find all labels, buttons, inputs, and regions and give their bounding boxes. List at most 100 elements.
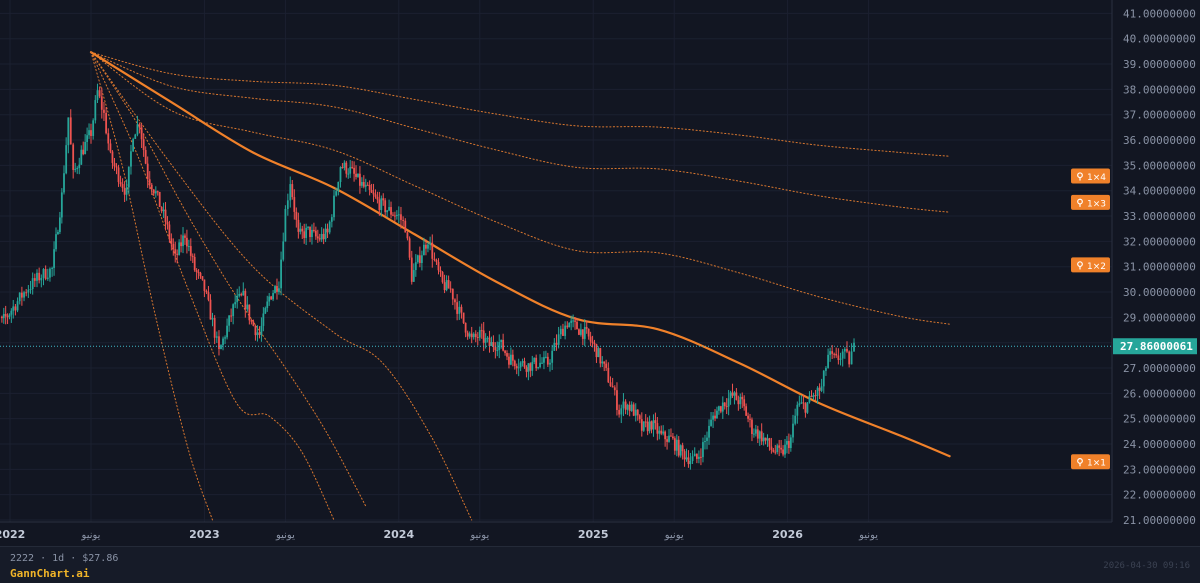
candle-body-194 (394, 215, 396, 217)
candle-body-370 (747, 415, 749, 419)
candle-body-273 (553, 342, 556, 351)
candle-body-120 (246, 304, 249, 310)
price-axis-panel[interactable] (1112, 0, 1200, 522)
candle-body-103 (211, 318, 214, 320)
candle-body-3 (6, 316, 9, 318)
price-tick-label: 23.00000000 (1123, 463, 1196, 476)
candle-body-19 (40, 277, 43, 281)
candle-body-143 (293, 197, 296, 212)
candle-body-22 (46, 277, 49, 279)
candle-body-162 (330, 217, 333, 222)
candle-body-409 (825, 367, 827, 371)
gann-badge-0[interactable] (1071, 168, 1110, 184)
candle-body-77 (160, 206, 163, 212)
candle-body-371 (749, 418, 751, 420)
candle-body-172 (351, 166, 354, 168)
candle-body-366 (739, 396, 742, 405)
candle-body-69 (144, 149, 147, 164)
price-tick-label: 24.00000000 (1123, 438, 1196, 451)
price-tick-label: 40.00000000 (1123, 33, 1196, 46)
candle-body-134 (274, 286, 276, 294)
candle-body-235 (478, 330, 481, 338)
candle-body-386 (778, 445, 781, 448)
candle-body-153 (313, 229, 315, 231)
candle-body-0 (1, 316, 3, 319)
candle-body-377 (760, 431, 763, 442)
candle-body-421 (850, 351, 853, 365)
candle-body-392 (789, 437, 792, 449)
timestamp: 2026-04-30 09:16 (1103, 561, 1190, 571)
candle-body-116 (238, 293, 241, 296)
candle-body-287 (581, 329, 584, 339)
candle-body-277 (562, 328, 564, 336)
candle-body-367 (741, 396, 744, 400)
symbol-info: 2222 · 1d · $27.86 (10, 553, 119, 564)
candle-body-314 (636, 409, 639, 416)
candle-body-33 (69, 117, 72, 145)
candle-body-210 (427, 244, 429, 249)
candle-body-183 (372, 192, 375, 195)
candle-body-422 (853, 342, 855, 352)
candle-body-351 (710, 419, 712, 426)
candle-body-419 (846, 348, 848, 352)
candle-body-166 (339, 167, 342, 183)
candle-body-93 (191, 255, 194, 257)
candle-body-385 (776, 445, 779, 453)
candle-body-78 (162, 209, 165, 212)
candle-body-228 (464, 322, 467, 333)
gann-badge-3[interactable] (1071, 454, 1110, 470)
candle-body-109 (224, 337, 226, 339)
candle-body-294 (595, 344, 598, 358)
candle-body-207 (420, 255, 423, 263)
candle-body-218 (443, 282, 446, 291)
candle-body-196 (397, 214, 400, 216)
candle-body-291 (589, 336, 592, 342)
candle-body-243 (494, 347, 497, 351)
candle-body-396 (798, 403, 801, 405)
candle-body-25 (53, 249, 55, 268)
candle-body-117 (240, 293, 243, 296)
candle-body-316 (640, 419, 643, 431)
price-chart[interactable]: 21.00000000 22.00000000 23.00000000 24.0000… (0, 0, 1200, 546)
candle-body-379 (764, 437, 767, 441)
candle-body-269 (544, 356, 547, 358)
candle-body-337 (681, 445, 684, 452)
candle-body-21 (44, 269, 47, 279)
gann-badge-1[interactable] (1071, 194, 1110, 210)
gann-badge-2[interactable] (1071, 257, 1110, 273)
candle-body-12 (25, 292, 28, 294)
candle-body-38 (80, 149, 83, 165)
candle-body-345 (698, 456, 700, 459)
time-tick-label: يونيو (858, 530, 878, 541)
candle-body-362 (731, 392, 734, 396)
candle-body-71 (148, 179, 151, 185)
candle-body-270 (546, 356, 549, 365)
candle-body-170 (347, 173, 350, 175)
candle-body-171 (349, 166, 352, 174)
candle-body-320 (648, 421, 651, 432)
candle-body-91 (187, 246, 190, 248)
candle-body-198 (402, 219, 405, 221)
candle-body-197 (400, 214, 402, 220)
candle-body-389 (784, 444, 786, 455)
candle-body-136 (278, 288, 280, 292)
candle-body-101 (207, 292, 210, 300)
candle-body-190 (386, 210, 389, 213)
candle-body-209 (425, 244, 427, 249)
candle-body-263 (533, 357, 536, 362)
candle-body-149 (305, 227, 308, 238)
candle-body-342 (691, 456, 694, 461)
candle-body-62 (130, 151, 132, 167)
candle-body-14 (29, 288, 32, 290)
time-tick-label: يونيو (81, 530, 101, 541)
candle-body-293 (593, 342, 596, 345)
brand-logo[interactable]: GannChart.ai (10, 567, 90, 580)
candle-body-206 (418, 255, 421, 263)
candle-body-31 (65, 145, 68, 174)
candle-body-186 (378, 199, 381, 211)
candle-body-394 (794, 415, 797, 424)
gann-badge-label: 1×3 (1087, 199, 1106, 209)
candle-body-47 (98, 90, 101, 97)
gann-line-1 (90, 51, 951, 213)
